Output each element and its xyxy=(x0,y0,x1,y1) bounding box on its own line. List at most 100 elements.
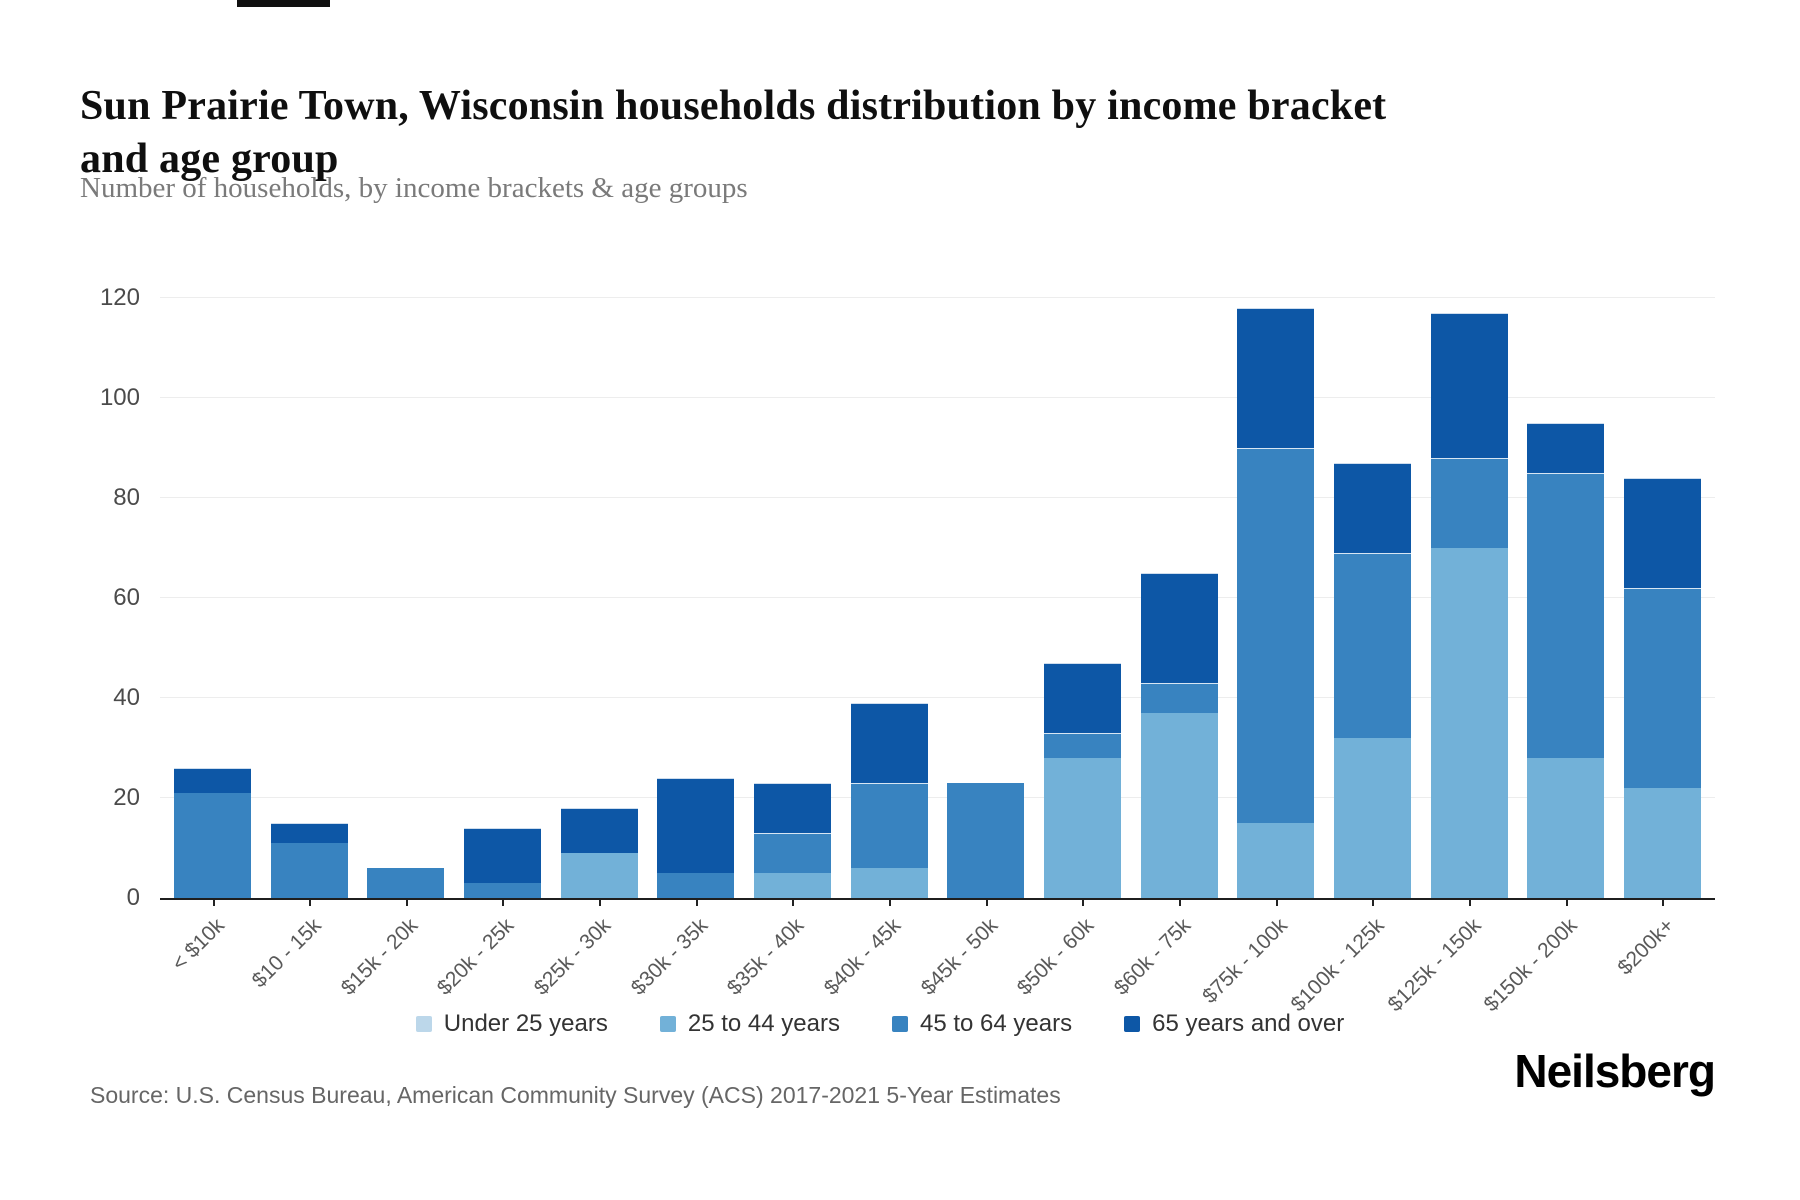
bar-10-15k: $10 - 15k xyxy=(247,248,348,992)
bar-segment[interactable] xyxy=(463,883,541,898)
y-gridline xyxy=(160,597,1715,598)
bar-20k-25k: $20k - 25k xyxy=(433,248,541,1000)
y-axis-tick-label: 20 xyxy=(113,784,140,811)
x-axis-tick-label: $10 - 15k xyxy=(247,914,326,993)
bar-segment[interactable] xyxy=(1623,588,1701,788)
bar-200k: $200k+ xyxy=(1613,248,1701,979)
bar-60k-75k: $60k - 75k xyxy=(1110,248,1218,1000)
bar-segment[interactable] xyxy=(947,783,1025,898)
bar-50k-60k: $50k - 60k xyxy=(1013,248,1121,1000)
x-axis-tick-label: $200k+ xyxy=(1613,914,1679,980)
bar-segment[interactable] xyxy=(1333,553,1411,738)
bar-45k-50k: $45k - 50k xyxy=(916,248,1025,1000)
y-axis-tick-label: 60 xyxy=(113,584,140,611)
bar-segment[interactable] xyxy=(560,853,638,898)
plot-area: 0 20 40 60 80 100 120 < $10k $10 - 15k $15k - 20k… xyxy=(100,248,1715,1016)
chart-legend: Under 25 years 25 to 44 years 45 to 64 yea… xyxy=(160,1010,1600,1038)
legend-swatch-icon xyxy=(891,1016,908,1032)
y-gridline xyxy=(160,297,1715,298)
bar-segment[interactable] xyxy=(1140,713,1218,898)
legend-item-25-to-44-years[interactable]: 25 to 44 years xyxy=(659,1010,840,1038)
bar-segment[interactable] xyxy=(1237,308,1315,448)
bar-segment[interactable] xyxy=(850,783,928,868)
bar-segment[interactable] xyxy=(560,808,638,853)
legend-item-under-25-years[interactable]: Under 25 years xyxy=(415,1010,608,1038)
bar-segment[interactable] xyxy=(463,828,541,883)
top-accent-mark xyxy=(237,0,330,7)
bar-segment[interactable] xyxy=(1043,663,1121,733)
bar-segment[interactable] xyxy=(1623,788,1701,898)
legend-swatch-icon xyxy=(415,1016,432,1032)
bar-segment[interactable] xyxy=(753,873,831,898)
bar-125k-150k: $125k - 150k xyxy=(1383,248,1508,1016)
bar-segment[interactable] xyxy=(1237,823,1315,898)
bar-25k-30k: $25k - 30k xyxy=(530,248,638,1000)
bar-30k-35k: $30k - 35k xyxy=(626,248,735,1000)
legend-item-45-to-64-years[interactable]: 45 to 64 years xyxy=(891,1010,1073,1038)
x-axis-tick-label: $25k - 30k xyxy=(529,914,616,1000)
x-axis-tick-label: $75k - 100k xyxy=(1198,914,1292,1008)
page-subtitle: Number of households, by income brackets… xyxy=(80,172,748,204)
neilsberg-logo: Neilsberg xyxy=(1514,1045,1716,1097)
legend-label: 65 years and over xyxy=(1152,1010,1345,1037)
bar-segment[interactable] xyxy=(270,823,348,843)
legend-swatch-icon xyxy=(659,1016,676,1032)
source-attribution: Source: U.S. Census Bureau, American Com… xyxy=(90,1082,1061,1108)
x-axis-tick-label: $40k - 45k xyxy=(819,914,906,1000)
bar-segment[interactable] xyxy=(1527,758,1605,898)
page-title: Sun Prairie Town, Wisconsin households d… xyxy=(80,83,1387,183)
bar-segment[interactable] xyxy=(1333,738,1411,898)
bar-segment[interactable] xyxy=(1430,458,1508,548)
x-axis-tick-label: $150k - 200k xyxy=(1479,914,1582,1017)
bar-segment[interactable] xyxy=(1430,548,1508,898)
y-axis-tick-label: 80 xyxy=(113,484,140,511)
bar-segment[interactable] xyxy=(1043,758,1121,898)
x-axis-tick-label: $20k - 25k xyxy=(433,914,519,1000)
legend-label: 25 to 44 years xyxy=(687,1010,840,1037)
y-gridline xyxy=(160,497,1715,498)
bar-100k-125k: $100k - 125k xyxy=(1287,248,1411,1016)
x-axis-tick-label: $35k - 40k xyxy=(723,914,809,1000)
bar-segment[interactable] xyxy=(657,873,735,898)
bar-segment[interactable] xyxy=(753,783,831,833)
bar-segment[interactable] xyxy=(753,833,831,873)
bar-segment[interactable] xyxy=(270,843,348,898)
legend-item-65-years-and-over[interactable]: 65 years and over xyxy=(1124,1010,1344,1038)
bar-segment[interactable] xyxy=(1527,423,1605,473)
y-axis-tick-label: 40 xyxy=(113,684,140,711)
bars-row: < $10k $10 - 15k $15k - 20k $20k - 25k $25k … xyxy=(160,248,1715,1016)
legend-swatch-icon xyxy=(1124,1016,1141,1032)
bar-segment[interactable] xyxy=(1140,683,1218,713)
bar-segment[interactable] xyxy=(174,768,251,793)
x-axis-tick-label: < $10k xyxy=(167,914,229,976)
bar-10k: < $10k xyxy=(167,248,251,975)
x-axis-tick-label: $30k - 35k xyxy=(626,914,713,1000)
x-axis-tick-label: $60k - 75k xyxy=(1109,914,1196,1000)
bar-segment[interactable] xyxy=(1140,573,1218,683)
x-axis-tick-label: $125k - 150k xyxy=(1383,914,1486,1017)
bar-segment[interactable] xyxy=(1527,473,1605,758)
legend-label: 45 to 64 years xyxy=(919,1010,1073,1037)
bar-segment[interactable] xyxy=(1237,448,1315,823)
legend-label: Under 25 years xyxy=(443,1010,608,1037)
bar-15k-20k: $15k - 20k xyxy=(336,248,445,1000)
bar-segment[interactable] xyxy=(657,778,735,873)
bar-segment[interactable] xyxy=(850,868,928,898)
bar-75k-100k: $75k - 100k xyxy=(1198,248,1315,1008)
bar-segment[interactable] xyxy=(1623,478,1701,588)
bar-150k-200k: $150k - 200k xyxy=(1480,248,1605,1016)
bar-segment[interactable] xyxy=(1043,733,1121,758)
bar-segment[interactable] xyxy=(1333,463,1411,553)
bar-segment[interactable] xyxy=(850,703,928,783)
bar-segment[interactable] xyxy=(174,793,251,898)
bar-segment[interactable] xyxy=(367,868,445,898)
x-axis-tick-label: $45k - 50k xyxy=(916,914,1003,1000)
y-gridline xyxy=(160,397,1715,398)
y-axis-tick-label: 0 xyxy=(126,884,140,911)
y-axis-tick-label: 100 xyxy=(99,384,140,411)
bar-segment[interactable] xyxy=(1430,313,1508,458)
bar-40k-45k: $40k - 45k xyxy=(820,248,928,1000)
x-axis-tick-label: $100k - 125k xyxy=(1286,914,1389,1017)
x-axis-tick-label: $50k - 60k xyxy=(1013,914,1099,1000)
